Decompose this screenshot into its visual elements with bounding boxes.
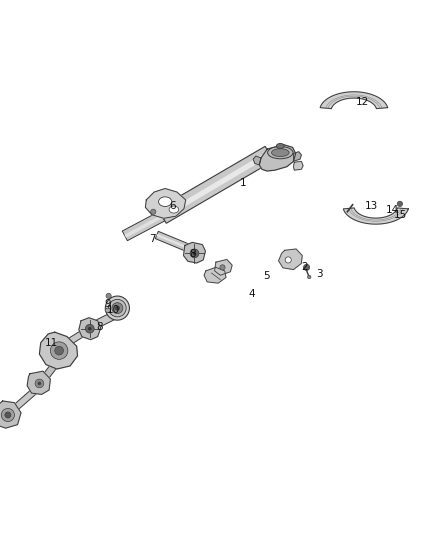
Circle shape (38, 382, 41, 385)
Circle shape (307, 275, 311, 279)
Text: 3: 3 (316, 269, 323, 279)
Polygon shape (86, 312, 116, 332)
Polygon shape (39, 332, 78, 369)
Polygon shape (122, 211, 165, 241)
Text: 12: 12 (356, 97, 369, 107)
Ellipse shape (109, 300, 126, 317)
Text: 9: 9 (104, 298, 111, 309)
Text: 10: 10 (106, 305, 120, 316)
Ellipse shape (272, 149, 289, 157)
Circle shape (190, 249, 199, 258)
Circle shape (88, 327, 92, 330)
Text: 14: 14 (385, 205, 399, 215)
Circle shape (106, 293, 111, 298)
Circle shape (5, 412, 11, 418)
Ellipse shape (112, 303, 123, 313)
Ellipse shape (105, 308, 110, 312)
Text: 6: 6 (169, 201, 176, 211)
Ellipse shape (115, 306, 120, 310)
Polygon shape (155, 231, 194, 254)
Polygon shape (41, 361, 58, 381)
Ellipse shape (268, 147, 293, 159)
Polygon shape (343, 208, 408, 224)
Polygon shape (79, 318, 101, 340)
Polygon shape (63, 332, 83, 348)
Polygon shape (293, 152, 301, 161)
Circle shape (220, 265, 225, 270)
Circle shape (85, 324, 94, 333)
Polygon shape (279, 249, 302, 270)
Polygon shape (320, 92, 388, 109)
Polygon shape (259, 145, 296, 171)
Circle shape (50, 342, 68, 359)
Text: 11: 11 (45, 338, 58, 348)
Text: 4: 4 (248, 289, 255, 298)
Polygon shape (145, 189, 186, 219)
Text: 8: 8 (189, 249, 196, 259)
Circle shape (35, 379, 44, 388)
Text: 13: 13 (365, 201, 378, 211)
Ellipse shape (169, 206, 179, 213)
Ellipse shape (276, 143, 284, 149)
Polygon shape (162, 152, 270, 219)
Polygon shape (253, 156, 261, 165)
Polygon shape (0, 401, 21, 428)
Circle shape (304, 264, 310, 270)
Polygon shape (184, 243, 205, 263)
Polygon shape (204, 268, 226, 283)
Polygon shape (215, 260, 232, 275)
Text: 5: 5 (263, 271, 270, 281)
Polygon shape (158, 147, 274, 223)
Text: 15: 15 (394, 210, 407, 220)
Text: 1: 1 (240, 178, 247, 188)
Ellipse shape (159, 197, 172, 206)
Polygon shape (27, 371, 50, 394)
Polygon shape (124, 215, 162, 238)
Circle shape (55, 346, 64, 355)
Text: 7: 7 (149, 235, 156, 244)
Circle shape (285, 257, 291, 263)
Text: 2: 2 (301, 262, 308, 271)
Ellipse shape (105, 296, 130, 320)
Polygon shape (11, 389, 36, 412)
Circle shape (1, 408, 14, 422)
Circle shape (193, 252, 196, 255)
Polygon shape (156, 234, 193, 251)
Circle shape (397, 201, 403, 206)
Text: 8: 8 (96, 322, 103, 332)
Circle shape (151, 209, 156, 214)
Polygon shape (293, 161, 303, 170)
